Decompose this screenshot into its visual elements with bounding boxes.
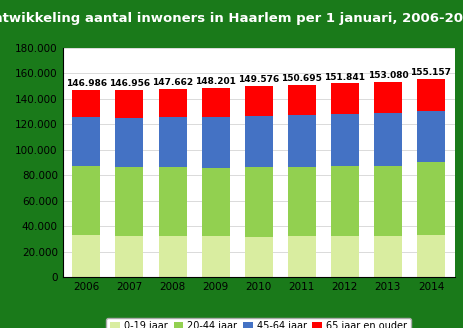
Bar [201, 168, 229, 236]
Bar [244, 236, 272, 277]
Bar [201, 88, 229, 117]
Bar [287, 167, 315, 236]
Bar [416, 235, 444, 277]
Bar [72, 235, 100, 277]
Bar [287, 85, 315, 115]
Bar [115, 236, 143, 277]
Bar [158, 117, 186, 167]
Bar [330, 84, 358, 114]
Bar [287, 115, 315, 167]
Text: 155.157: 155.157 [410, 68, 450, 77]
Bar [373, 236, 401, 277]
Text: 146.956: 146.956 [109, 79, 150, 88]
Text: 151.841: 151.841 [324, 72, 364, 82]
Bar [158, 236, 186, 277]
Bar [115, 118, 143, 167]
Bar [244, 86, 272, 116]
Bar [72, 117, 100, 166]
Bar [115, 167, 143, 236]
Bar [373, 82, 401, 113]
Bar [373, 166, 401, 236]
Bar [287, 236, 315, 277]
Bar [244, 167, 272, 236]
Bar [72, 166, 100, 235]
Text: 147.662: 147.662 [151, 78, 193, 87]
Bar [244, 116, 272, 167]
Bar [201, 117, 229, 168]
Text: 150.695: 150.695 [281, 74, 321, 83]
Bar [158, 167, 186, 236]
Text: 148.201: 148.201 [195, 77, 236, 86]
Text: 153.080: 153.080 [367, 71, 407, 80]
Text: Ontwikkeling aantal inwoners in Haarlem per 1 januari, 2006-2014: Ontwikkeling aantal inwoners in Haarlem … [0, 12, 463, 25]
Bar [373, 113, 401, 166]
Bar [416, 111, 444, 162]
Bar [115, 90, 143, 118]
Legend: 0-19 jaar, 20-44 jaar, 45-64 jaar, 65 jaar en ouder: 0-19 jaar, 20-44 jaar, 45-64 jaar, 65 ja… [106, 318, 410, 328]
Text: 149.576: 149.576 [238, 75, 279, 84]
Bar [330, 236, 358, 277]
Bar [330, 166, 358, 236]
Bar [201, 236, 229, 277]
Bar [416, 162, 444, 235]
Bar [72, 90, 100, 117]
Text: 146.986: 146.986 [66, 79, 106, 88]
Bar [158, 89, 186, 117]
Bar [330, 114, 358, 166]
Bar [416, 79, 444, 111]
